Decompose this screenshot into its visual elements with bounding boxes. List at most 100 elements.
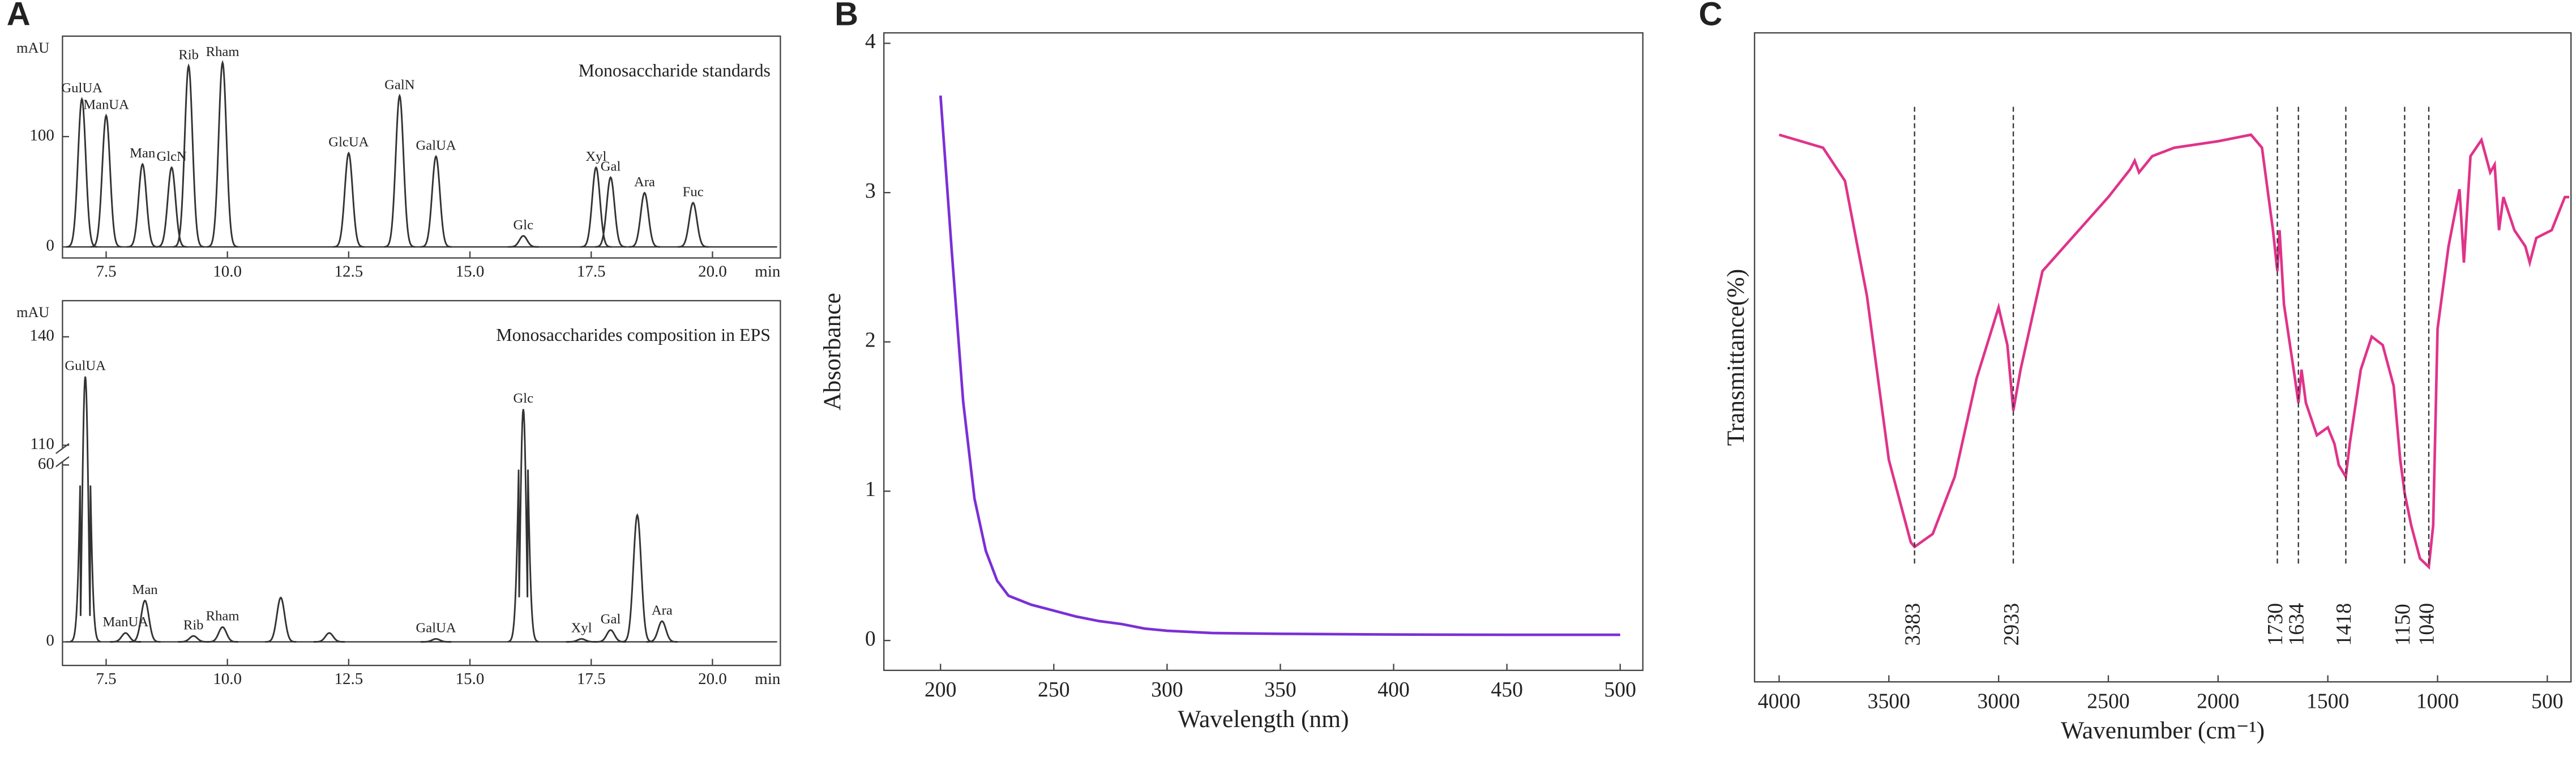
x-tick-label: 2500	[2087, 690, 2129, 713]
annotation: Monosaccharide standards	[579, 61, 771, 80]
peak-label: GlcN	[156, 149, 187, 164]
peak	[314, 632, 345, 643]
x-tick-label: 10.0	[213, 262, 242, 280]
x-tick-label: 2000	[2197, 690, 2239, 713]
y-tick-label: 1	[865, 477, 876, 501]
peak	[595, 176, 626, 248]
plot-frame	[62, 300, 781, 666]
y-tick-label: 100	[29, 126, 54, 144]
x-tick-label: 17.5	[577, 262, 606, 280]
x-tick-label: 400	[1377, 678, 1410, 702]
y-tick-label: 0	[46, 237, 54, 255]
peak-label: Rib	[183, 617, 204, 632]
peak	[207, 59, 238, 248]
peak	[178, 635, 209, 643]
peak-label: ManUA	[83, 97, 129, 112]
peak	[70, 376, 101, 643]
y-tick-label: 60	[38, 455, 54, 473]
x-tick-label: 250	[1038, 678, 1070, 702]
peak	[156, 166, 187, 248]
x-tick-label: 3500	[1868, 690, 1910, 713]
peak-label: Glc	[514, 217, 534, 233]
x-tick-label: 450	[1491, 678, 1523, 702]
plot-frame	[62, 35, 781, 259]
y-axis-label: mAU	[16, 40, 49, 56]
x-axis-label: Wavelength (nm)	[1178, 706, 1349, 733]
peak-label: Xyl	[585, 149, 606, 164]
peak	[595, 629, 626, 643]
peak	[507, 235, 539, 248]
peak-marker-label: 1730	[2263, 603, 2287, 646]
panel-label: B	[835, 0, 858, 32]
peak	[207, 626, 238, 643]
panel-label: C	[1698, 0, 1722, 32]
peak-label: GlcUA	[328, 135, 369, 150]
x-axis-label: Wavenumber (cm⁻¹)	[2061, 717, 2265, 744]
x-tick-label: 1000	[2416, 690, 2459, 713]
peak-label: Man	[130, 146, 155, 161]
x-tick-label: 20.0	[698, 670, 727, 688]
x-tick-label: 12.5	[334, 262, 363, 280]
plot-frame	[883, 32, 1644, 672]
y-tick-label: 2	[865, 328, 876, 352]
x-axis-label: min	[755, 262, 781, 280]
y-tick-label: 0	[865, 627, 876, 651]
peak-label: GalUA	[416, 138, 456, 153]
x-tick-label: 15.0	[456, 670, 485, 688]
peak-marker-label: 1634	[2284, 603, 2308, 646]
peak-label: Rham	[206, 609, 239, 624]
x-tick-label: 200	[925, 678, 957, 702]
peak	[629, 191, 660, 248]
peak	[90, 113, 122, 248]
peak-label: Glc	[514, 391, 534, 406]
axis-break-gap	[55, 448, 69, 462]
peak	[384, 93, 416, 248]
x-tick-label: 7.5	[96, 670, 116, 688]
x-tick-label: 12.5	[334, 670, 363, 688]
y-axis-label: Transmittance(%)	[1722, 269, 1749, 446]
peak	[420, 155, 452, 248]
x-axis-label: min	[755, 670, 781, 688]
x-tick-label: 1500	[2307, 690, 2349, 713]
y-tick-label: 140	[29, 326, 54, 344]
peak	[127, 163, 159, 248]
plot-frame	[1753, 32, 2572, 683]
peak-label: Fuc	[683, 184, 704, 199]
x-tick-label: 17.5	[577, 670, 606, 688]
data-line	[1778, 133, 2570, 570]
y-tick-label: 4	[865, 29, 876, 53]
peak	[66, 96, 98, 248]
peak-label: Man	[132, 582, 157, 597]
peak	[265, 596, 297, 643]
x-tick-label: 4000	[1758, 690, 1800, 713]
x-tick-label: 500	[2531, 690, 2564, 713]
peak-label: Gal	[601, 159, 621, 174]
panel-label: A	[7, 0, 31, 32]
annotation: Monosaccharides composition in EPS	[496, 325, 771, 345]
peak	[333, 151, 365, 248]
peak-marker-label: 1418	[2332, 603, 2356, 646]
x-tick-label: 15.0	[456, 262, 485, 280]
peak-marker-label: 2933	[2000, 603, 2023, 646]
peak	[622, 513, 653, 643]
peak-marker-label: 3383	[1901, 603, 1924, 646]
peak-label: Rham	[206, 44, 239, 59]
peak-marker-label: 1150	[2391, 604, 2415, 646]
x-tick-label: 500	[1604, 678, 1636, 702]
peak-marker-label: 1040	[2415, 603, 2439, 646]
x-tick-label: 7.5	[96, 262, 116, 280]
peak-label: Gal	[601, 612, 621, 627]
peak-label: Rib	[178, 48, 199, 63]
x-tick-label: 350	[1264, 678, 1296, 702]
peak	[507, 409, 539, 643]
peak	[110, 632, 142, 643]
y-axis-label: mAU	[16, 304, 49, 320]
peak-label: GalUA	[416, 621, 456, 636]
y-tick-label: 110	[30, 435, 54, 453]
y-tick-label: 3	[865, 179, 876, 203]
peak	[173, 63, 204, 248]
peak	[580, 166, 612, 248]
x-tick-label: 300	[1151, 678, 1183, 702]
